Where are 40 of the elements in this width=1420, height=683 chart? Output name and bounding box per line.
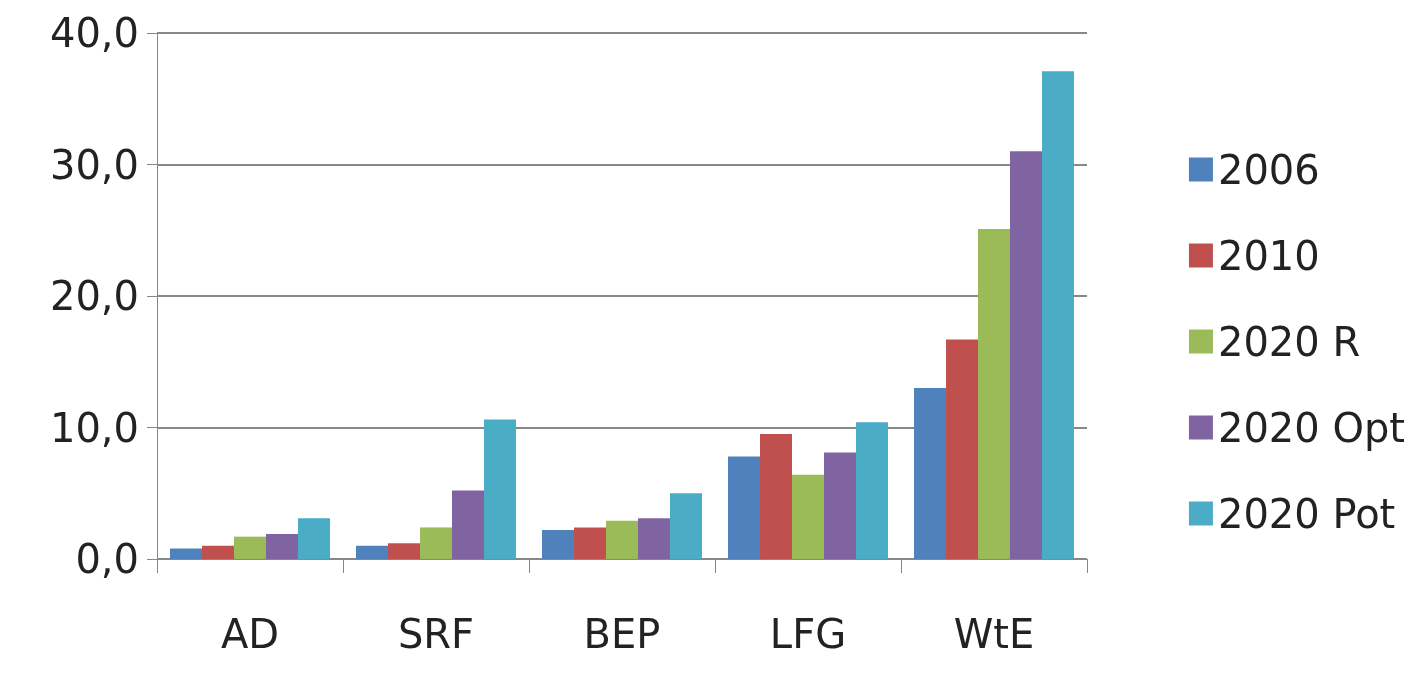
bar <box>1041 71 1074 559</box>
legend-label: 2020 Pot <box>1217 490 1396 537</box>
bar <box>234 536 266 559</box>
x-tick-label: WtE <box>953 611 1035 657</box>
bar <box>606 520 638 559</box>
bar <box>669 493 702 559</box>
bar <box>483 419 516 559</box>
legend-label: 2010 <box>1217 232 1320 279</box>
bar <box>824 452 856 559</box>
bar <box>760 434 792 559</box>
y-tick-label: 40,0 <box>49 10 139 56</box>
bar <box>855 422 888 559</box>
legend-label: 2020 Opt <box>1217 404 1406 451</box>
bar <box>946 339 978 559</box>
bar <box>452 490 484 559</box>
x-tick-label: SRF <box>397 611 475 657</box>
x-tick-label: AD <box>220 611 280 657</box>
bar <box>1010 151 1042 559</box>
bar <box>356 545 389 559</box>
bar <box>202 545 234 559</box>
legend-label: 2020 R <box>1217 318 1361 365</box>
bar <box>978 228 1010 559</box>
bar <box>542 530 575 559</box>
y-tick-label: 30,0 <box>49 141 139 188</box>
y-tick-label: 10,0 <box>49 404 139 451</box>
bar <box>170 548 203 559</box>
y-tick-label: 0,0 <box>75 536 139 582</box>
bar <box>792 474 824 559</box>
bar <box>574 527 606 559</box>
legend-label: 2006 <box>1217 146 1320 193</box>
bar <box>914 388 947 559</box>
bar <box>420 527 452 559</box>
y-tick-label: 20,0 <box>49 273 139 319</box>
x-tick-label: BEP <box>583 611 661 657</box>
x-tick-label: LFG <box>769 611 847 657</box>
bar <box>266 534 298 559</box>
bar <box>728 456 761 559</box>
bar <box>638 518 670 559</box>
bar <box>297 518 330 559</box>
bar <box>388 543 420 559</box>
